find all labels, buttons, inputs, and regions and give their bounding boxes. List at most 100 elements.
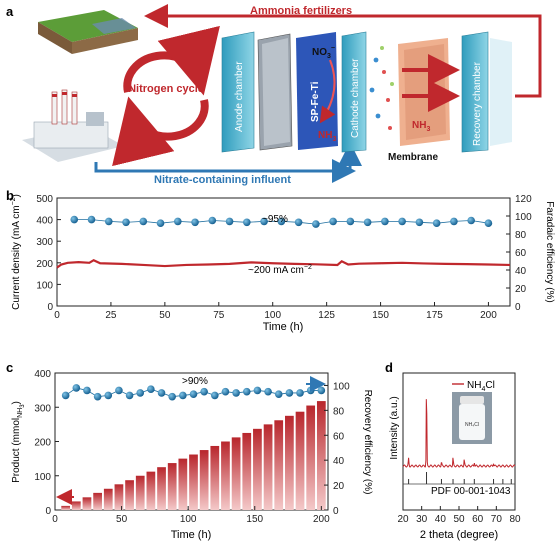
c-y2tick-label: 20 [333,481,345,492]
b-faradaic-efficiency-point [225,217,234,226]
c-y2tick-label: 100 [333,381,350,392]
b-xtick-label: 150 [372,310,389,321]
electrode-mesh [257,33,293,151]
b-y2tick-label: 120 [515,194,532,205]
b-faradaic-efficiency-point [70,215,79,224]
c-y2tick-label: 0 [333,506,339,517]
panel-d-ylabel: Intensity (a.u.) [389,396,400,459]
c-recovery-efficiency-point [200,387,208,396]
d-xtick-label: 80 [509,514,521,525]
c-y2tick-label: 80 [333,406,345,417]
c-product-bar [71,501,81,510]
d-xtick-label: 60 [472,514,484,525]
nitrate-influent-label: Nitrate-containing influent [154,174,291,186]
b-xtick-label: 25 [105,310,117,321]
ammonia-formula-membrane: NH3 [412,120,430,133]
c-recovery-efficiency-point [83,386,91,395]
panel-c: c 0 50 100 150 2000100200300400020406080100 … [6,360,373,541]
b-faradaic-efficiency-point [467,216,475,225]
b-faradaic-efficiency-point [260,217,268,226]
c-recovery-efficiency-point [306,386,315,395]
b-y2tick-label: 20 [515,284,527,295]
b-ytick-label: 300 [36,237,53,248]
c-product-bar [199,450,209,510]
b-faradaic-efficiency-point [415,218,424,227]
b-faradaic-efficiency-point [191,218,199,227]
b-faradaic-efficiency-point [156,219,165,227]
c-ytick-label: 0 [45,506,51,517]
panel-c-annotation: >90% [182,376,208,387]
panel-d: d 20 30 40 50 60 70 80 2 theta (degree) Intens… [385,360,521,541]
c-recovery-efficiency-point [125,391,134,400]
panel-d-letter: d [385,360,393,375]
c-recovery-efficiency-point [104,391,113,400]
membrane: NH3 Membrane [388,38,460,163]
b-y2tick-label: 60 [515,248,527,259]
b-faradaic-efficiency-point [484,219,493,227]
b-faradaic-efficiency-point [87,215,96,224]
b-faradaic-efficiency-point [208,216,217,225]
c-product-bar [221,441,230,510]
panel-b-ylabel: Current density (mA cm−2) [10,194,22,310]
b-ytick-label: 0 [47,302,53,313]
b-y2tick-label: 100 [515,212,532,223]
panel-d-legend: NH4Cl [467,380,495,393]
c-product-bar [263,424,273,510]
c-xtick-label: 150 [246,514,263,525]
b-faradaic-efficiency-point [381,217,389,226]
c-product-bar [295,411,305,510]
panel-c-xlabel: Time (h) [171,529,212,541]
panel-b-letter: b [6,188,14,203]
c-xtick-label: 100 [180,514,197,525]
b-faradaic-efficiency-point [329,217,337,226]
catalyst-layer: SP-Fe-Ti NO3− NH3 [296,32,338,150]
panel-b-y2label: Faradaic efficiency (%) [544,201,555,303]
b-faradaic-efficiency-point [398,217,406,226]
b-faradaic-efficiency-point [122,218,130,227]
c-product-bar [103,488,113,510]
nitrogen-cycle-text: Nitrogen cycle [128,83,204,95]
c-product-bar [210,445,220,510]
c-recovery-efficiency-point [317,386,326,395]
c-product-bar [306,405,316,510]
b-ytick-label: 200 [36,259,53,270]
b-xtick-label: 175 [426,310,443,321]
c-product-bar [285,415,294,510]
panel-b-plot: 0 25 50 75 100 125 150 175 200 0 100 200 300 400 500 0 2… [36,194,532,321]
c-recovery-efficiency-point [221,387,230,396]
c-recovery-efficiency-point [253,386,262,395]
b-y2tick-label: 80 [515,230,527,241]
panel-c-letter: c [6,360,13,375]
c-y2tick-label: 60 [333,431,345,442]
panel-a-letter: a [6,4,14,19]
vial-label: NH₄Cl [465,422,479,428]
d-xtick-label: 50 [453,514,465,525]
b-faradaic-efficiency-point [104,217,113,226]
b-ytick-label: 400 [36,216,53,227]
c-product-bar [253,428,262,510]
anode-chamber-label: Anode chamber [234,61,245,132]
c-product-bar [178,458,188,510]
c-recovery-efficiency-point [285,389,294,397]
panel-d-plot: 20 30 40 50 60 70 80 [397,399,521,525]
b-ytick-label: 500 [36,194,53,205]
c-recovery-efficiency-point [168,392,176,401]
factory-illustration [22,89,124,162]
c-xtick-label: 0 [52,514,58,525]
panel-b-xlabel: Time (h) [263,321,304,333]
b-y2tick-label: 40 [515,266,527,277]
b-xtick-label: 75 [213,310,225,321]
nitrogen-cycle-label: Nitrogen cycle [128,83,204,95]
panel-c-ylabel: Product (mmolNH3) [11,401,26,483]
c-ytick-label: 400 [34,369,51,380]
b-faradaic-efficiency-point [432,219,441,227]
c-product-bar [61,505,71,510]
nitrogen-cycle-icon: Nitrogen cycle [112,25,220,167]
b-xtick-label: 0 [54,310,60,321]
cathode-chamber: Cathode chamber [341,31,367,153]
c-product-bar [114,484,124,510]
panel-c-y2label: Recovery efficiency (%) [362,390,373,495]
b-xtick-label: 125 [318,310,335,321]
